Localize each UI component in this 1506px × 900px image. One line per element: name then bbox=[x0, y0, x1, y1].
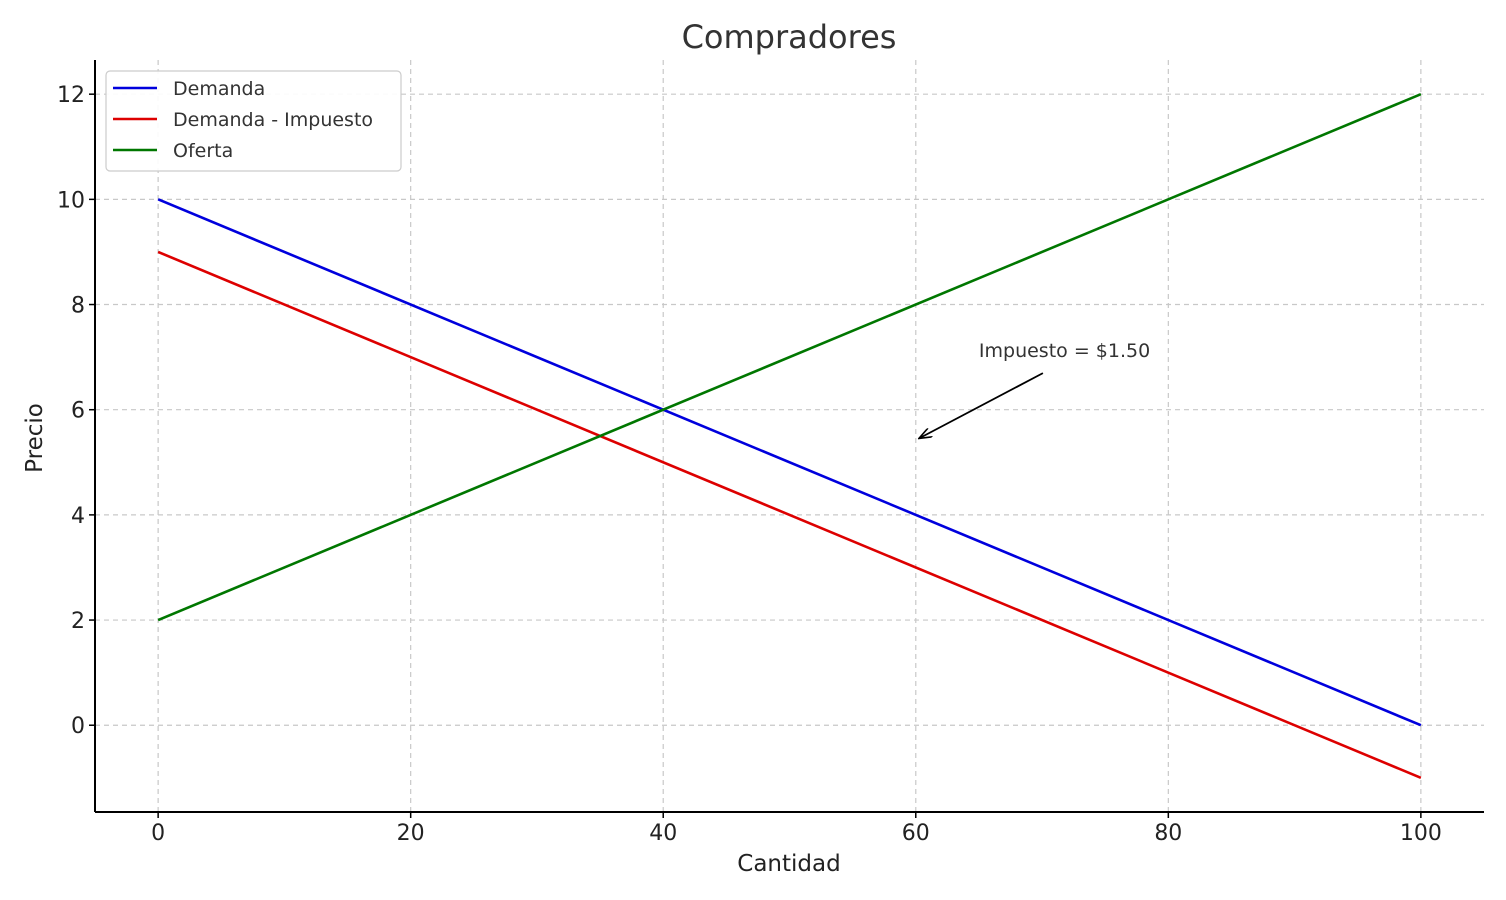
x-tick-label: 100 bbox=[1400, 821, 1442, 846]
series-layer bbox=[157, 92, 1422, 780]
legend-label-1: Demanda - Impuesto bbox=[173, 109, 373, 131]
y-tick-label: 10 bbox=[57, 188, 85, 213]
annotation-layer: Impuesto = $1.50 bbox=[920, 340, 1150, 438]
annotation-text: Impuesto = $1.50 bbox=[979, 340, 1150, 362]
legend-label-0: Demanda bbox=[173, 78, 265, 100]
grid bbox=[95, 60, 1484, 812]
y-tick-label: 6 bbox=[71, 399, 85, 424]
x-tick-label: 20 bbox=[397, 821, 425, 846]
x-tick-label: 0 bbox=[151, 821, 165, 846]
y-tick-label: 4 bbox=[71, 504, 85, 529]
y-tick-label: 0 bbox=[71, 714, 85, 739]
x-axis-label: Cantidad bbox=[737, 851, 840, 877]
legend-label-2: Oferta bbox=[173, 140, 233, 162]
y-ticks: 0 2 4 6 8 10 12 bbox=[57, 83, 95, 739]
x-tick-label: 40 bbox=[649, 821, 677, 846]
annotation-arrow bbox=[920, 372, 1044, 438]
series-line-1 bbox=[157, 250, 1422, 780]
y-tick-label: 12 bbox=[57, 83, 85, 108]
x-tick-label: 60 bbox=[902, 821, 930, 846]
y-axis-label: Precio bbox=[22, 403, 48, 473]
x-tick-label: 80 bbox=[1154, 821, 1182, 846]
y-tick-label: 8 bbox=[71, 294, 85, 319]
series-line-2 bbox=[157, 92, 1422, 622]
legend-box bbox=[105, 70, 402, 172]
x-ticks: 0 20 40 60 80 100 bbox=[151, 812, 1442, 846]
legend: Demanda Demanda - Impuesto Oferta bbox=[105, 70, 402, 172]
y-tick-label: 2 bbox=[71, 609, 85, 634]
chart-title: Compradores bbox=[682, 18, 897, 56]
series-line-0 bbox=[157, 198, 1422, 727]
